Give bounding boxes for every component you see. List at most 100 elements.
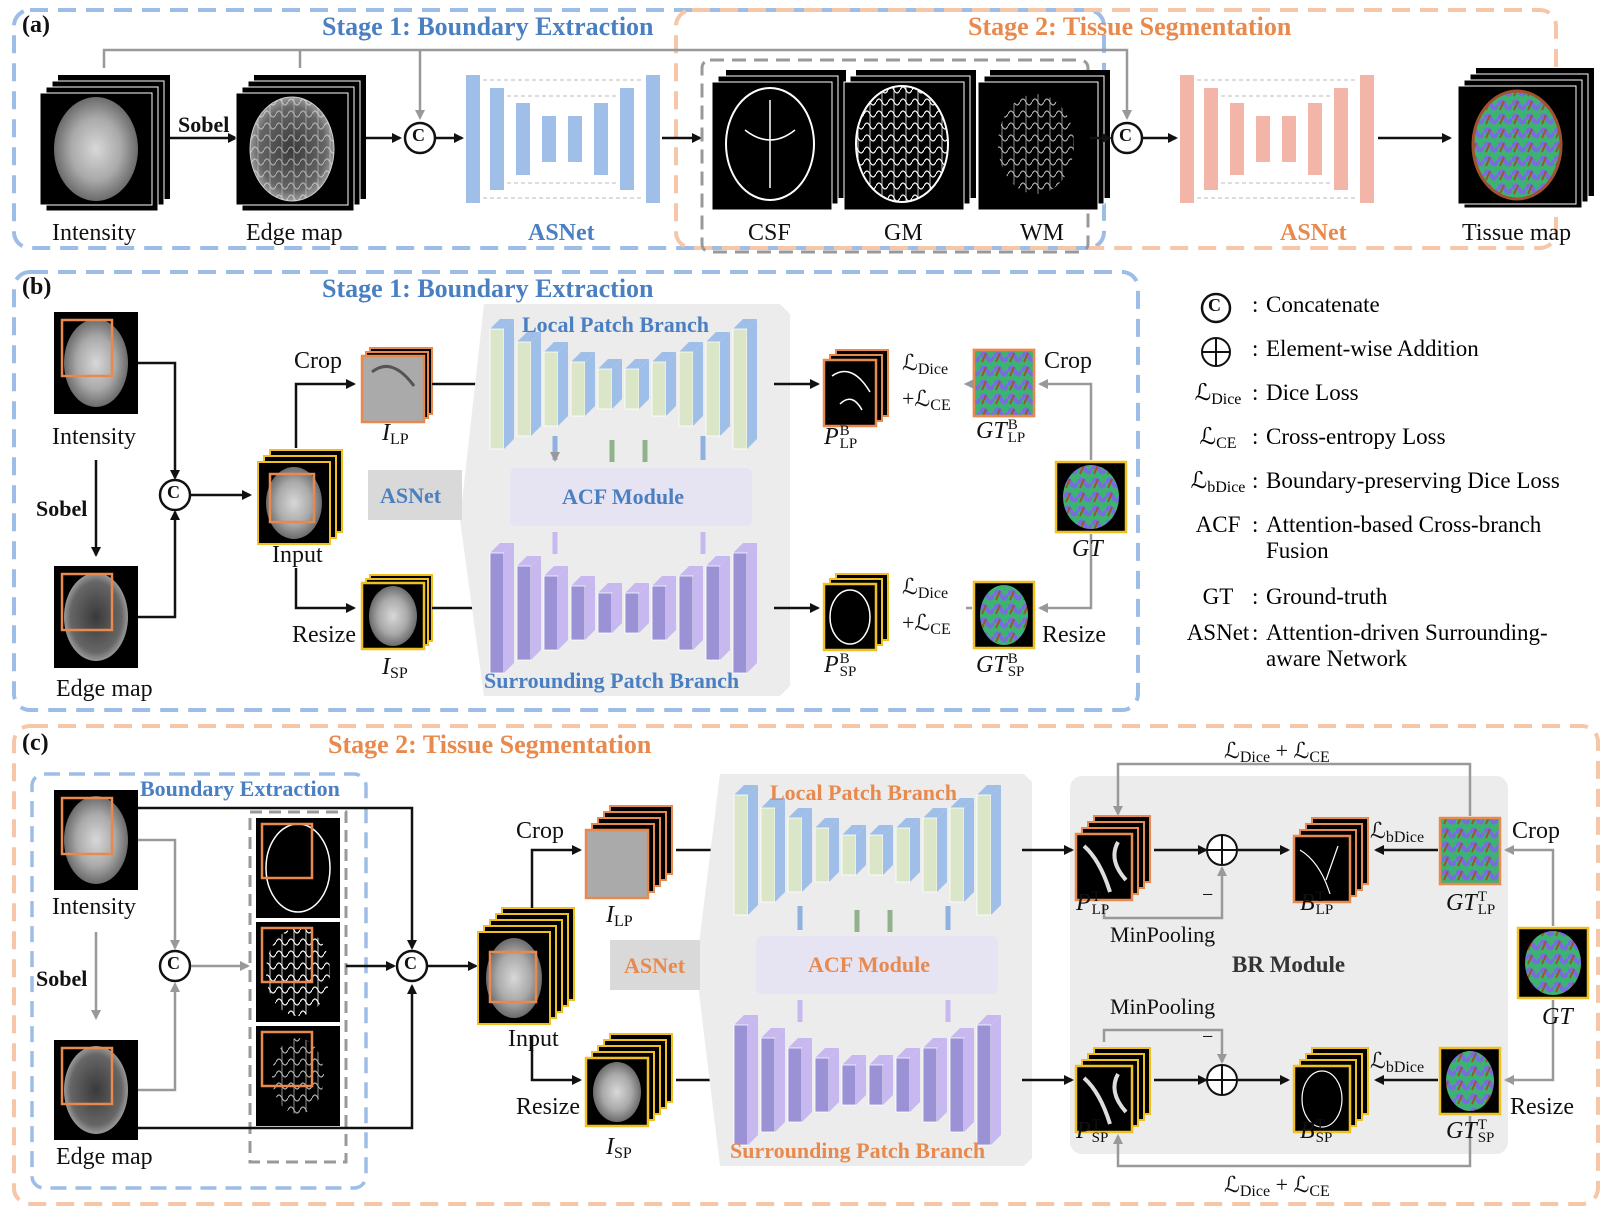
local-patch-title-b: Local Patch Branch — [522, 312, 709, 337]
legend-symbol: ℒDice — [1194, 380, 1242, 408]
legend-separator: : — [1252, 468, 1259, 493]
edge-map-label-c: Edge map — [56, 1144, 153, 1170]
p-sp-label-b: P B SP — [824, 650, 857, 681]
concat-glyph-a2: C — [1119, 125, 1132, 145]
loss-dice-b1: ℒDice — [902, 350, 949, 378]
asnet-tag-label-c: ASNet — [624, 953, 686, 978]
gm-map-c — [256, 922, 340, 1022]
gt-label-b: GT — [1072, 536, 1103, 562]
panel-c-label: (c) — [22, 730, 49, 756]
edge-map-image-b — [54, 566, 138, 668]
intensity-image-c — [54, 790, 138, 890]
minus-sign-c2: − — [1202, 1026, 1214, 1048]
i-lp-stack-c — [584, 805, 673, 900]
legend-separator: : — [1252, 336, 1259, 361]
i-lp-stack-b — [360, 347, 433, 424]
minpooling-label-c2: MinPooling — [1110, 994, 1216, 1019]
asnet-blue-icon — [466, 75, 660, 203]
crop-label-b: Crop — [294, 348, 342, 374]
wm-map-c — [256, 1026, 340, 1126]
csf-label: CSF — [748, 220, 791, 246]
stage1-title-a: Stage 1: Boundary Extraction — [322, 12, 654, 41]
legend-symbol-sub: bDice — [1207, 479, 1246, 496]
legend-separator: : — [1252, 584, 1259, 609]
loss-ce-b1: +ℒCE — [902, 386, 951, 414]
resize-label-c: Resize — [516, 1094, 580, 1120]
intensity-stack-a — [39, 75, 170, 212]
minus-sign-c1: − — [1202, 884, 1214, 906]
edge-map-label-a: Edge map — [246, 220, 343, 246]
loss-dice-b2: ℒDice — [902, 574, 949, 602]
p-sp-label-c: P T SP — [1076, 1116, 1109, 1147]
legend-text-cont: Fusion — [1266, 538, 1329, 563]
concat-glyph-a1: C — [412, 125, 425, 145]
br-module-panel — [1070, 776, 1508, 1154]
edge-map-label-b: Edge map — [56, 676, 153, 702]
p-lp-stack-c — [1074, 815, 1151, 902]
acf-module-c — [756, 936, 998, 994]
legend-separator: : — [1252, 424, 1259, 449]
surrounding-patch-title-c: Surrounding Patch Branch — [730, 1138, 986, 1163]
legend-symbol-sub: CE — [1216, 435, 1237, 452]
asnet-tag-label-b: ASNet — [380, 483, 442, 508]
concat-icon-c2 — [395, 949, 429, 983]
b-lp-label-c: B T LP — [1300, 888, 1334, 919]
legend-text: Dice Loss — [1266, 380, 1359, 405]
resize-label-b: Resize — [292, 622, 356, 648]
asnet-tag-b — [368, 470, 462, 520]
acf-arrows-c — [797, 906, 951, 1022]
legend-text: Cross-entropy Loss — [1266, 424, 1446, 449]
legend-text: Element-wise Addition — [1266, 336, 1479, 361]
legend-separator: : — [1252, 292, 1259, 317]
p-lp-label-b: P B LP — [824, 422, 858, 453]
concat-icon-a2 — [1110, 121, 1144, 155]
loss-bdice-c2: ℒbDice — [1370, 1048, 1425, 1076]
legend-symbol: ℒCE — [1199, 424, 1237, 452]
crop-label-c: Crop — [516, 818, 564, 844]
add-icon-c2 — [1206, 1064, 1238, 1096]
legend-symbol: ACF — [1195, 512, 1241, 537]
stage2-dashed-region-a — [674, 8, 1558, 250]
acf-label-b: ACF Module — [562, 484, 685, 509]
legend-symbol: ℒbDice — [1190, 468, 1246, 496]
legend-separator: : — [1252, 620, 1259, 645]
asnet-tag-c — [610, 940, 700, 990]
edge-map-image-c — [54, 1040, 138, 1140]
gt-sp-b — [972, 580, 1036, 650]
legend-separator: : — [1252, 512, 1259, 537]
input-stack-b — [257, 449, 343, 545]
gt-sp-label-c: GT T SP — [1446, 1116, 1495, 1147]
asnet-label-a1: ASNet — [528, 220, 595, 246]
b-sp-stack — [1292, 1047, 1369, 1134]
edge-map-stack-a — [235, 75, 366, 212]
sobel-label-a: Sobel — [178, 112, 230, 137]
gt-lp-c — [1438, 816, 1502, 886]
sobel-label-b: Sobel — [36, 496, 88, 521]
i-sp-label-b: ISP — [382, 654, 408, 682]
minpooling-label-c1: MinPooling — [1110, 922, 1216, 947]
b-lp-stack — [1292, 817, 1369, 904]
legend-symbol: GT — [1202, 584, 1234, 609]
i-sp-label-c: ISP — [606, 1134, 632, 1162]
boundary-extraction-title-c: Boundary Extraction — [140, 776, 340, 801]
csf-map-c — [256, 818, 340, 918]
tissue-map-label: Tissue map — [1462, 220, 1572, 246]
b-sp-label-c: B T SP — [1300, 1116, 1333, 1147]
concat-glyph-c1: C — [167, 953, 180, 973]
surrounding-patch-title-b: Surrounding Patch Branch — [484, 668, 740, 693]
i-lp-label-c: ILP — [606, 902, 633, 930]
boundary-extraction-region-c — [30, 772, 368, 1190]
legend-symbol: ASNet — [1186, 620, 1250, 645]
stage1-title-b: Stage 1: Boundary Extraction — [322, 274, 654, 303]
legend-row: : Element-wise Addition — [1184, 336, 1604, 362]
input-stack-c — [477, 907, 575, 1025]
resize-label-b2: Resize — [1042, 622, 1106, 648]
gt-lp-label-c: GT T LP — [1446, 888, 1496, 919]
i-lp-label-b: ILP — [382, 420, 409, 448]
concat-glyph-b: C — [167, 482, 180, 502]
input-label-b: Input — [272, 542, 323, 568]
crop-label-c2: Crop — [1512, 818, 1560, 844]
concat-icon-a1 — [403, 121, 437, 155]
gt-sp-label-b: GT B SP — [976, 650, 1025, 681]
